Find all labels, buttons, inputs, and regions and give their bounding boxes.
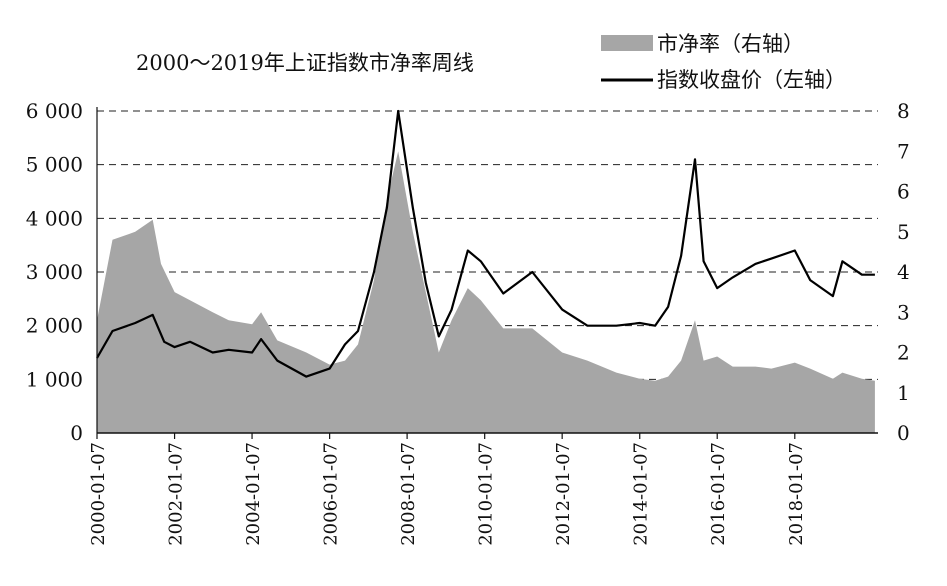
x-tick-label: 2014-01-07 <box>631 442 652 546</box>
left-tick-label: 1 000 <box>26 367 83 391</box>
right-tick-label: 8 <box>897 99 910 123</box>
right-tick-label: 0 <box>897 421 910 445</box>
legend-pb-swatch <box>601 35 653 51</box>
pb-area <box>97 151 875 434</box>
x-tick-label: 2000-01-07 <box>88 442 109 546</box>
right-tick-label: 7 <box>897 139 910 163</box>
legend-index-label: 指数收盘价（左轴） <box>657 68 846 92</box>
right-tick-label: 5 <box>897 220 910 244</box>
x-tick-label: 2016-01-07 <box>708 442 729 546</box>
right-tick-label: 3 <box>897 300 910 324</box>
legend: 市净率（右轴） 指数收盘价（左轴） <box>601 32 846 92</box>
left-tick-label: 4 000 <box>26 206 83 230</box>
x-tick-label: 2006-01-07 <box>321 442 342 546</box>
x-tick-label: 2018-01-07 <box>786 442 807 546</box>
left-tick-label: 2 000 <box>26 314 83 338</box>
chart-title: 2000～2019年上证指数市净率周线 <box>136 51 474 75</box>
x-tick-label: 2002-01-07 <box>166 442 187 546</box>
index-line <box>96 109 875 378</box>
left-tick-label: 5 000 <box>26 153 83 177</box>
right-tick-label: 6 <box>897 180 910 204</box>
left-tick-label: 6 000 <box>26 99 83 123</box>
right-tick-label: 2 <box>897 341 910 365</box>
pb-series <box>97 151 875 434</box>
right-tick-label: 1 <box>897 381 910 405</box>
axes <box>96 107 878 434</box>
left-tick-label: 3 000 <box>26 260 83 284</box>
index-series <box>96 109 875 378</box>
right-tick-label: 4 <box>897 260 910 284</box>
x-tick-label: 2008-01-07 <box>398 442 419 546</box>
x-tick-label: 2010-01-07 <box>476 442 497 546</box>
legend-pb-label: 市净率（右轴） <box>657 32 804 56</box>
right-axis-ticks: 0 1 2 3 4 5 6 7 8 <box>897 99 910 445</box>
left-tick-label: 0 <box>70 421 83 445</box>
x-tick-label: 2004-01-07 <box>243 442 264 546</box>
x-axis-ticks: 2000-01-07 2002-01-07 2004-01-07 2006-01-07… <box>88 433 807 546</box>
x-tick-label: 2012-01-07 <box>553 442 574 546</box>
left-axis-ticks: 0 1 000 2 000 3 000 4 000 5 000 6 000 <box>26 99 83 445</box>
